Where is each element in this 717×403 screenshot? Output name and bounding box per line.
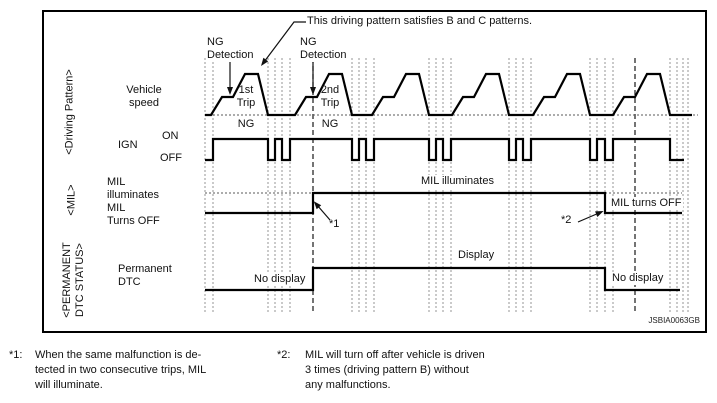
group-label-mil: <MIL> — [65, 184, 78, 216]
diagram-border — [42, 10, 707, 333]
ref-1-arrow-head — [313, 201, 322, 210]
footnote-1-marker: *1: — [9, 349, 23, 361]
row-label-permanent-dtc: Permanent DTC — [118, 263, 172, 288]
ref-2-marker: *2 — [561, 214, 572, 226]
trip-1-ng-label: NG — [237, 118, 255, 130]
callout-arrow — [263, 21, 306, 63]
trip-1-label: 1st Trip — [236, 84, 256, 109]
vehicle_speed-waveform — [205, 72, 692, 117]
mil-illuminates-label: MIL illuminates — [420, 175, 495, 188]
ign-waveform — [205, 137, 684, 162]
figure-code-watermark: JSBIA0063GB — [648, 316, 700, 325]
ref-2-arrow-head — [595, 211, 604, 217]
group-label-permanent-dtc-status: <PERMANENT DTC STATUS> — [61, 242, 86, 318]
footnote-2-marker: *2: — [277, 349, 291, 361]
ign-on-label: ON — [162, 130, 179, 142]
ng-detection-1-label: NG Detection — [206, 36, 255, 62]
no-display-right-label: No display — [611, 272, 665, 285]
callout-arrow-head — [261, 57, 269, 66]
trip-2-ng-label: NG — [321, 118, 339, 130]
mil-turns-off-label: MIL turns OFF — [610, 197, 683, 210]
ign-off-label: OFF — [160, 152, 182, 164]
ng-detection-2-label: NG Detection — [299, 36, 348, 62]
no-display-left-label: No display — [253, 273, 307, 286]
callout-text: This driving pattern satisfies B and C p… — [307, 15, 532, 27]
footnote-2-text: MIL will turn off after vehicle is drive… — [305, 349, 485, 391]
ng-detection-2-arrow-head — [310, 87, 316, 95]
ref-1-arrow — [316, 204, 331, 221]
ref-2-arrow — [577, 212, 600, 223]
row-label-mil: MIL illuminates MIL Turns OFF — [107, 176, 160, 227]
footnote-1-text: When the same malfunction is de- tected … — [35, 349, 207, 391]
row-label-ign: IGN — [118, 139, 138, 151]
display-label: Display — [457, 249, 496, 262]
row-label-vehicle-speed: Vehicle speed — [126, 84, 162, 109]
ref-1-marker: *1 — [329, 218, 340, 230]
mil-waveform — [205, 191, 682, 215]
permanent_dtc-waveform — [205, 266, 680, 292]
ng-detection-1-arrow-head — [227, 87, 233, 95]
trip-2-label: 2nd Trip — [320, 84, 340, 109]
group-label-driving-pattern: <Driving Pattern> — [63, 69, 76, 155]
